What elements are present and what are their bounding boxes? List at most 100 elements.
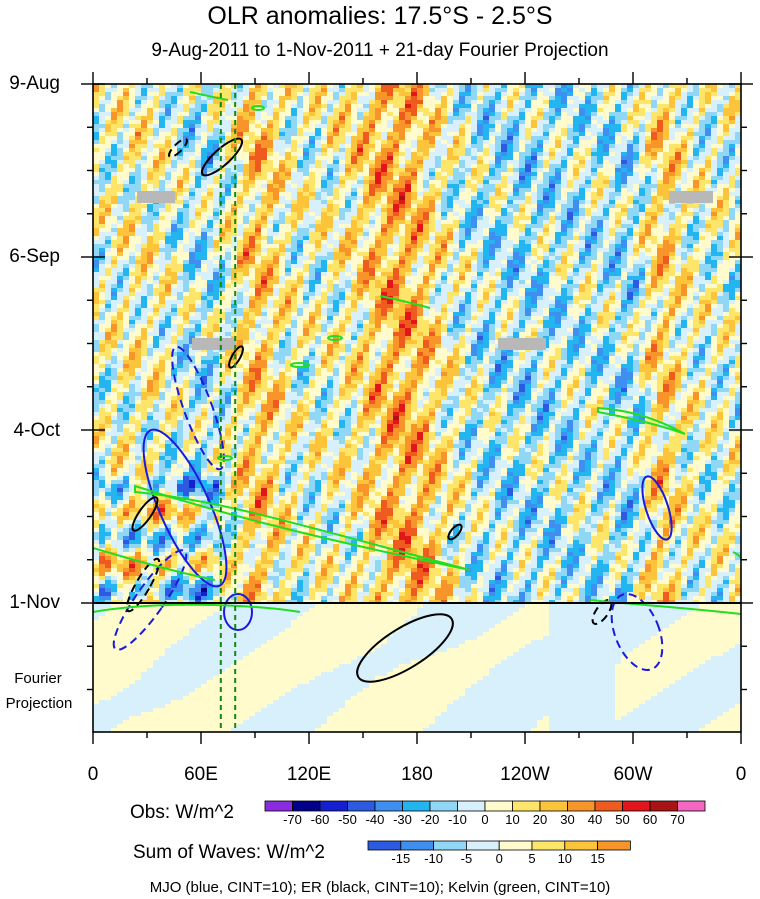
field-cell [279, 304, 285, 308]
field-cell [93, 288, 99, 292]
field-cell [375, 280, 381, 284]
field-cell [123, 152, 129, 156]
field-cell [315, 140, 321, 144]
field-cell [369, 204, 375, 208]
field-cell [507, 104, 513, 108]
field-cell [111, 232, 117, 236]
field-cell [381, 256, 387, 260]
field-cell [201, 196, 207, 200]
field-cell [231, 228, 237, 232]
field-cell [693, 120, 699, 124]
field-cell [627, 300, 633, 304]
field-cell [489, 96, 495, 100]
field-cell [333, 176, 339, 180]
field-cell [483, 200, 489, 204]
field-cell [357, 208, 363, 212]
field-cell [243, 212, 249, 216]
field-cell [651, 308, 657, 312]
field-cell [435, 152, 441, 156]
field-cell [201, 96, 207, 100]
field-cell [573, 196, 579, 200]
field-cell [375, 172, 381, 176]
field-cell [627, 112, 633, 116]
field-cell [99, 128, 105, 132]
field-cell [711, 160, 717, 164]
field-cell [549, 128, 555, 132]
field-cell [531, 252, 537, 256]
field-cell [189, 112, 195, 116]
field-cell [201, 292, 207, 296]
field-cell [183, 108, 189, 112]
field-cell [693, 236, 699, 240]
field-cell [561, 132, 567, 136]
field-cell [387, 252, 393, 256]
field-cell [279, 172, 285, 176]
field-cell [519, 232, 525, 236]
field-cell [531, 208, 537, 212]
field-cell [333, 156, 339, 160]
field-cell [567, 152, 573, 156]
field-cell [669, 188, 675, 192]
field-cell [549, 208, 555, 212]
field-cell [345, 152, 351, 156]
field-cell [615, 104, 621, 108]
field-cell [573, 208, 579, 212]
field-cell [513, 292, 519, 296]
field-cell [411, 232, 417, 236]
field-cell [123, 240, 129, 244]
field-cell [723, 300, 729, 304]
field-cell [711, 168, 717, 172]
field-cell [291, 172, 297, 176]
field-cell [345, 176, 351, 180]
field-cell [147, 244, 153, 248]
field-cell [279, 296, 285, 300]
field-cell [453, 144, 459, 148]
field-cell [381, 232, 387, 236]
field-cell [405, 168, 411, 172]
field-cell [711, 228, 717, 232]
field-cell [507, 136, 513, 140]
field-cell [93, 136, 99, 140]
field-cell [321, 284, 327, 288]
field-cell [243, 260, 249, 264]
field-cell [627, 296, 633, 300]
field-cell [417, 228, 423, 232]
field-cell [501, 292, 507, 296]
field-cell [315, 272, 321, 276]
field-cell [447, 116, 453, 120]
field-cell [219, 280, 225, 284]
field-cell [147, 252, 153, 256]
field-cell [117, 260, 123, 264]
field-cell [225, 252, 231, 256]
field-cell [639, 160, 645, 164]
field-cell [669, 248, 675, 252]
field-cell [603, 100, 609, 104]
field-cell [297, 252, 303, 256]
field-cell [147, 216, 153, 220]
field-cell [387, 236, 393, 240]
field-cell [183, 88, 189, 92]
field-cell [681, 152, 687, 156]
field-cell [165, 256, 171, 260]
field-cell [435, 160, 441, 164]
field-cell [633, 100, 639, 104]
field-cell [705, 148, 711, 152]
field-cell [105, 88, 111, 92]
field-cell [183, 128, 189, 132]
field-cell [123, 204, 129, 208]
field-cell [255, 96, 261, 100]
field-cell [249, 136, 255, 140]
field-cell [135, 184, 141, 188]
field-cell [321, 248, 327, 252]
field-cell [669, 228, 675, 232]
field-cell [243, 184, 249, 188]
field-cell [99, 308, 105, 312]
field-cell [693, 216, 699, 220]
field-cell [333, 164, 339, 168]
field-cell [609, 280, 615, 284]
chart-title: OLR anomalies: 17.5°S - 2.5°S [207, 2, 553, 30]
field-cell [669, 280, 675, 284]
field-cell [495, 156, 501, 160]
field-cell [711, 132, 717, 136]
field-cell [189, 200, 195, 204]
